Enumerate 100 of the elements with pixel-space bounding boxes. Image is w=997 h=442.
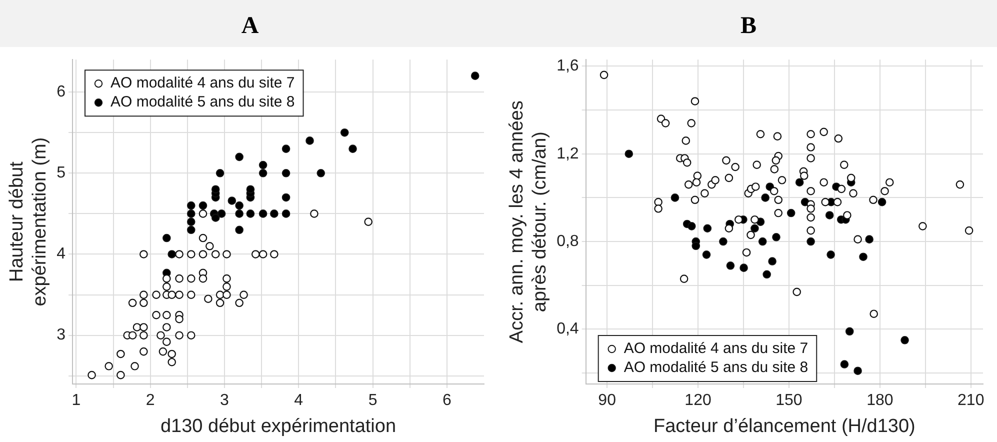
x-tick-label: 5 xyxy=(368,392,378,410)
point xyxy=(128,331,137,340)
point xyxy=(865,235,874,244)
point xyxy=(235,298,244,308)
point xyxy=(186,274,196,283)
point xyxy=(826,250,835,259)
x-tick-label: 3 xyxy=(220,392,230,410)
point xyxy=(758,237,767,246)
point xyxy=(222,274,231,283)
point xyxy=(216,298,224,308)
point xyxy=(270,250,278,258)
point xyxy=(198,201,208,210)
y-tick-label: 3 xyxy=(56,326,66,344)
point xyxy=(258,160,268,170)
point xyxy=(198,234,208,242)
point xyxy=(750,224,759,233)
point xyxy=(222,290,231,299)
point xyxy=(310,210,318,218)
point xyxy=(719,237,728,246)
point xyxy=(251,250,260,258)
y-tick-label: 6 xyxy=(56,83,66,100)
point xyxy=(216,290,224,299)
point xyxy=(162,323,171,332)
point xyxy=(88,370,96,380)
point xyxy=(168,350,176,358)
point xyxy=(206,242,214,250)
point xyxy=(140,290,148,299)
point xyxy=(222,282,231,291)
point xyxy=(140,250,148,258)
point xyxy=(140,298,148,308)
point xyxy=(316,168,326,178)
point xyxy=(702,250,711,259)
point xyxy=(282,144,290,153)
point xyxy=(116,350,125,358)
x-tick-label: 6 xyxy=(442,392,452,410)
point xyxy=(246,210,255,218)
point xyxy=(156,331,165,340)
point xyxy=(840,360,849,368)
point xyxy=(211,250,220,258)
point xyxy=(198,274,208,283)
point xyxy=(240,290,248,299)
y-axis-title: Hauteur début expérimentation (m) xyxy=(6,137,50,306)
point xyxy=(624,150,634,158)
point xyxy=(228,196,236,205)
x-tick-label: 120 xyxy=(684,392,712,410)
point xyxy=(158,347,168,356)
point xyxy=(670,194,680,202)
point xyxy=(470,72,480,80)
point xyxy=(900,336,909,344)
x-tick-label: 210 xyxy=(958,392,984,410)
point xyxy=(204,294,212,303)
point xyxy=(186,331,196,340)
point xyxy=(258,210,268,218)
x-tick-label: 90 xyxy=(598,392,616,410)
point xyxy=(152,290,160,299)
legend-label: AO modalité 4 ans du site 7 xyxy=(624,340,808,358)
point xyxy=(175,290,184,299)
point xyxy=(282,168,290,178)
point xyxy=(246,185,255,194)
point xyxy=(768,257,776,266)
x-tick-label: 1 xyxy=(72,392,81,410)
point xyxy=(132,323,142,332)
point xyxy=(306,136,314,145)
point xyxy=(258,250,268,258)
point xyxy=(726,261,735,270)
point xyxy=(162,338,171,346)
point xyxy=(140,347,148,356)
point xyxy=(198,250,208,258)
x-axis-title: d130 début expérimentation xyxy=(160,416,396,437)
point xyxy=(270,210,278,218)
point xyxy=(235,210,244,218)
point xyxy=(340,128,349,137)
point xyxy=(772,232,780,242)
point xyxy=(162,310,171,320)
point xyxy=(806,237,815,246)
point xyxy=(235,226,244,234)
point xyxy=(364,218,372,226)
point xyxy=(217,210,226,218)
point xyxy=(175,314,184,324)
point xyxy=(348,144,357,153)
point xyxy=(140,331,148,340)
point xyxy=(168,358,176,366)
point xyxy=(878,198,886,206)
point xyxy=(128,298,137,308)
point xyxy=(175,274,184,283)
point xyxy=(761,194,770,202)
point xyxy=(186,210,196,218)
x-tick-label: 2 xyxy=(146,392,155,410)
chart-title: A xyxy=(240,12,260,41)
point xyxy=(703,224,712,233)
x-axis-title: Facteur d’élancement (H/d130) xyxy=(653,416,916,437)
point xyxy=(162,234,171,242)
point xyxy=(845,327,854,336)
point xyxy=(825,211,834,220)
legend-label: AO modalité 4 ans du site 7 xyxy=(110,74,295,92)
x-tick-label: 4 xyxy=(294,392,304,410)
y-tick-label: 1,2 xyxy=(556,145,579,162)
point xyxy=(140,323,148,332)
legend-label: AO modalité 5 ans du site 8 xyxy=(110,94,295,111)
legend-label: AO modalité 5 ans du site 8 xyxy=(624,359,808,376)
